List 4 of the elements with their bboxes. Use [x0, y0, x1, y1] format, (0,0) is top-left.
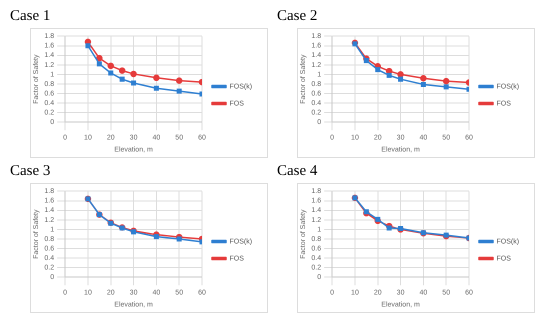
chart-title: Case 1 [9, 8, 52, 26]
chart-title: Case 2 [276, 8, 318, 26]
chart-title: Case 4 [276, 163, 318, 181]
chart-title: Case 3 [9, 163, 52, 181]
